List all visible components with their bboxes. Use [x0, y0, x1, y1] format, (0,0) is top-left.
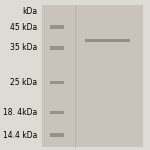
Bar	[50, 81, 64, 84]
Text: 25 kDa: 25 kDa	[10, 78, 38, 87]
Bar	[50, 25, 64, 29]
Bar	[85, 39, 130, 42]
Bar	[42, 4, 142, 147]
Text: 35 kDa: 35 kDa	[10, 44, 38, 52]
Text: 14.4 kDa: 14.4 kDa	[3, 130, 38, 140]
Bar	[50, 133, 64, 137]
Text: 18. 4kDa: 18. 4kDa	[3, 108, 38, 117]
Text: 45 kDa: 45 kDa	[10, 22, 38, 32]
Bar	[50, 111, 64, 114]
Bar	[50, 46, 64, 50]
Text: kDa: kDa	[22, 8, 38, 16]
